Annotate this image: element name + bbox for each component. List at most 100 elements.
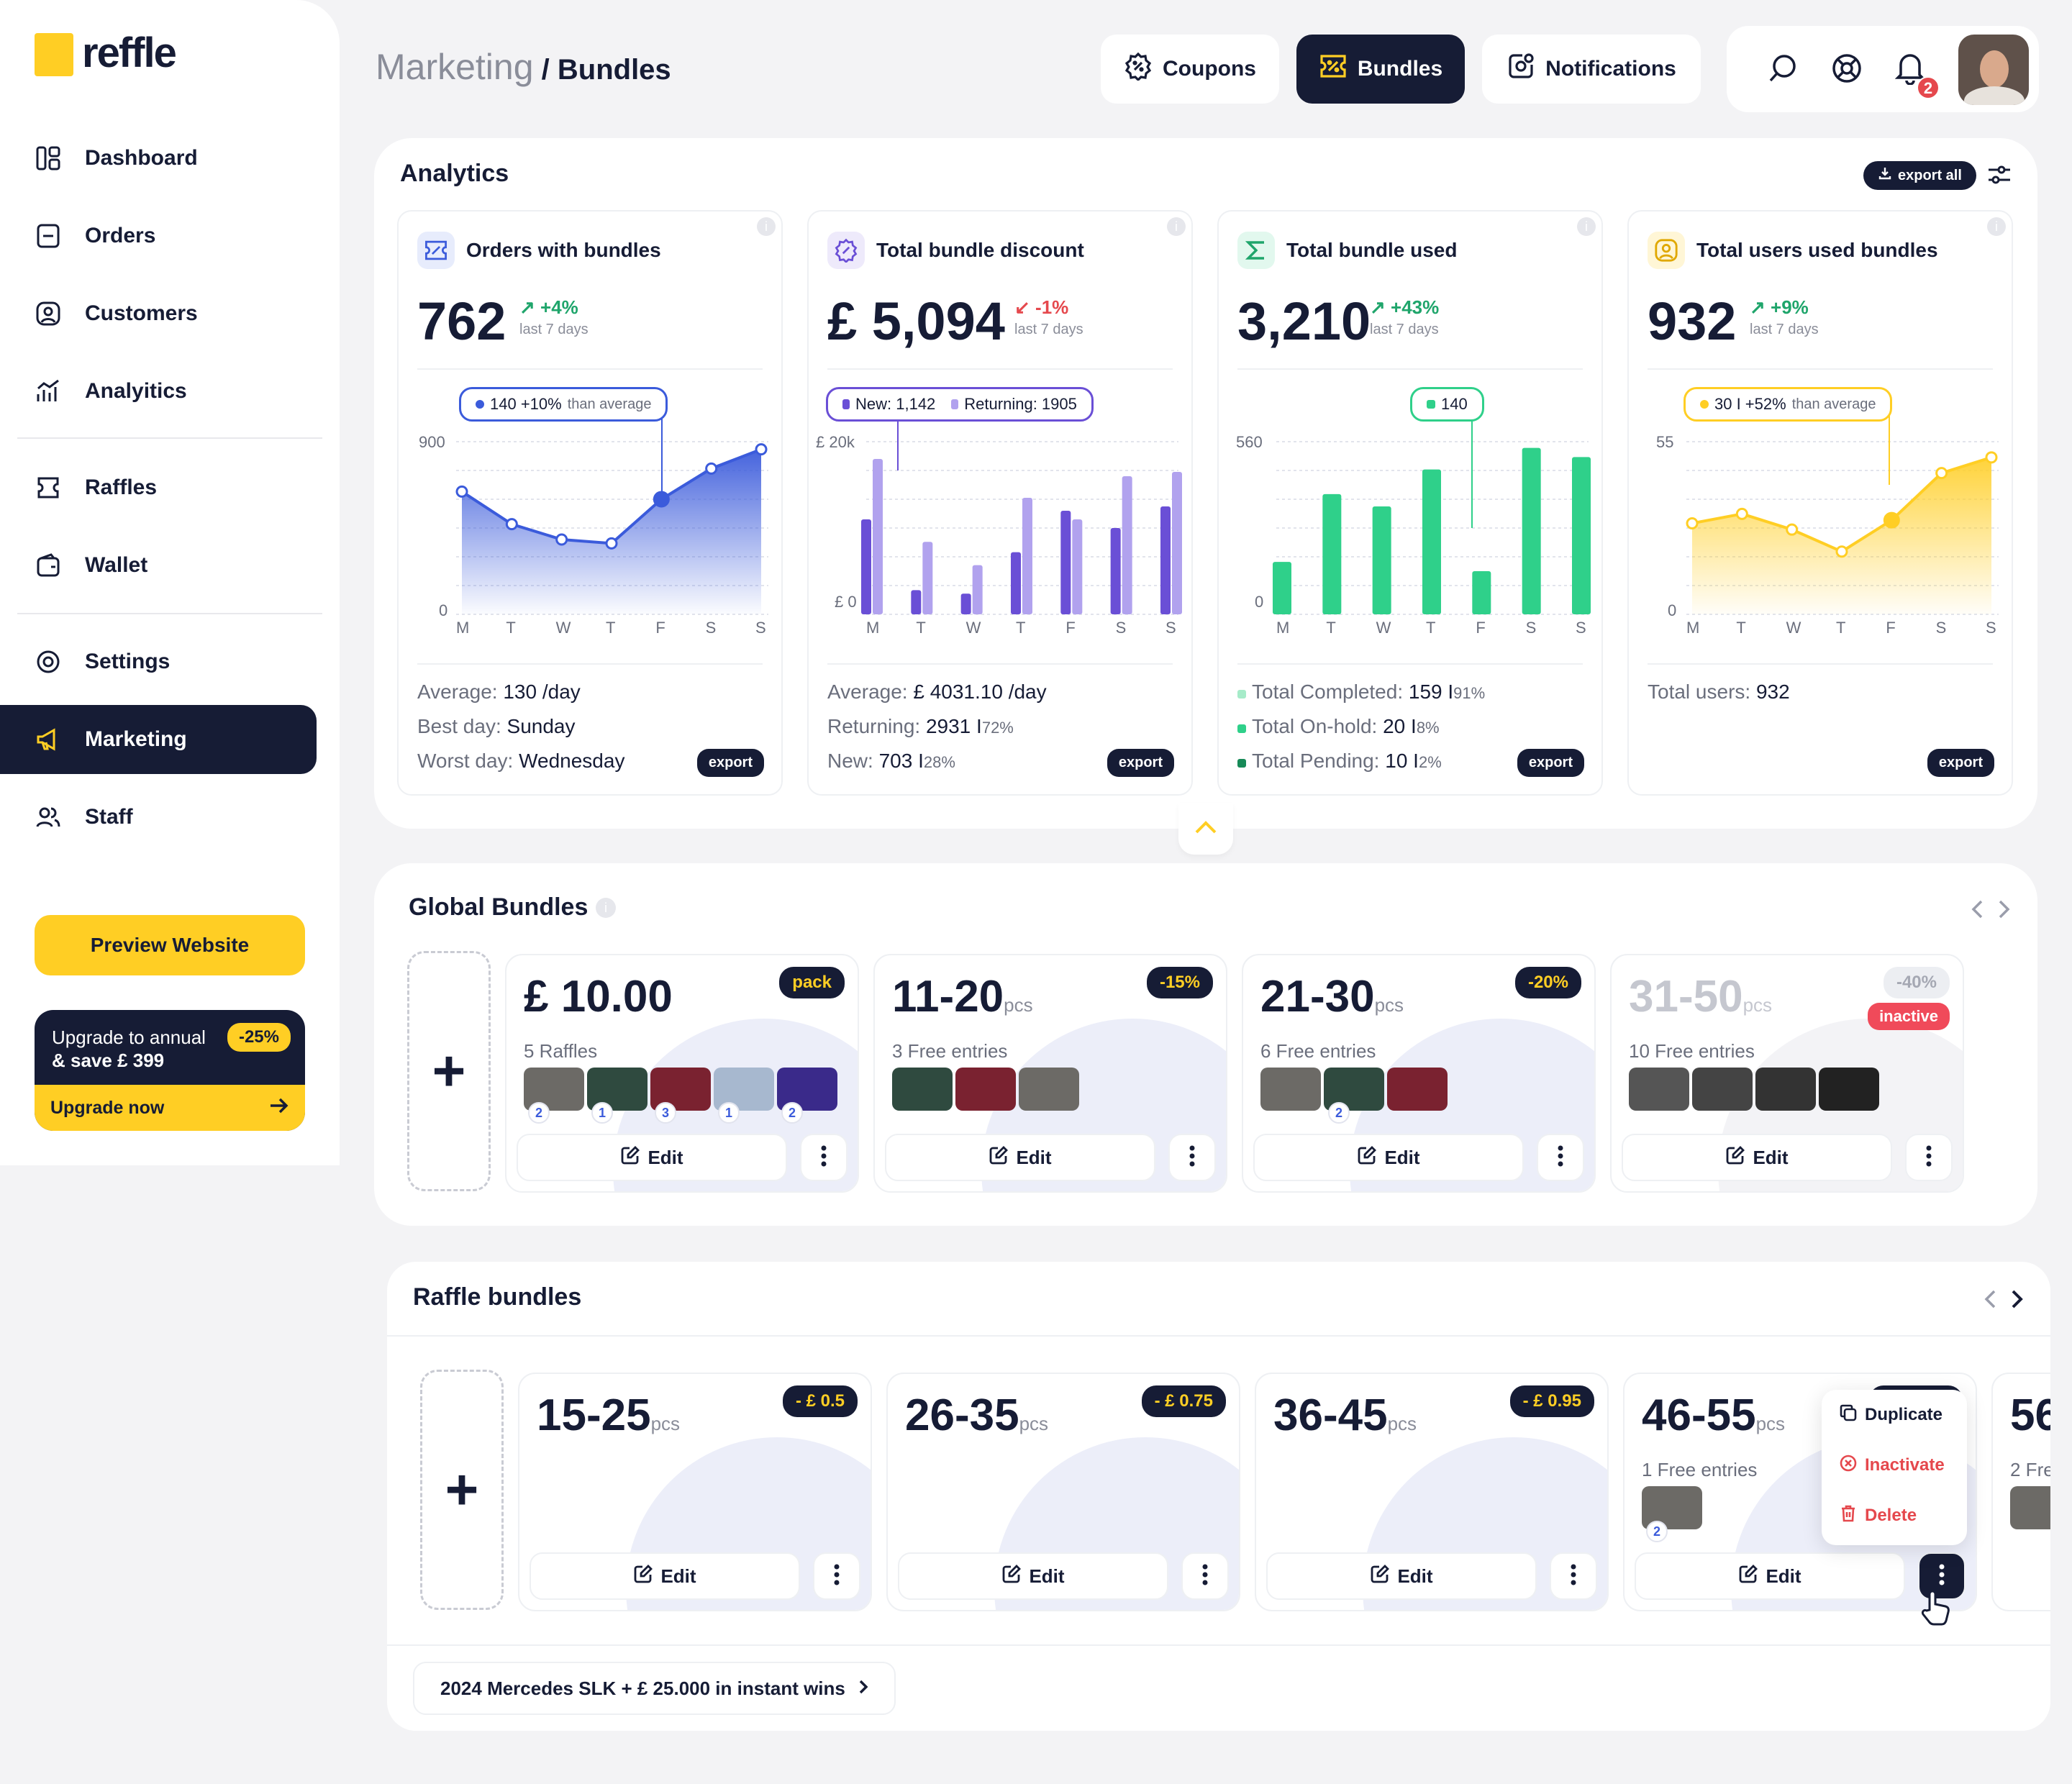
raffle-link-chip[interactable]: 2024 Mercedes SLK + £ 25.000 in instant … (413, 1662, 896, 1715)
edit-button[interactable]: Edit (898, 1552, 1168, 1600)
info-icon[interactable]: i (596, 898, 616, 918)
sidebar-item-label: Wallet (85, 553, 148, 577)
menu-item-label: Delete (1865, 1506, 1917, 1525)
data-point (653, 491, 670, 508)
tab-notifications[interactable]: Notifications (1482, 35, 1701, 104)
raffle-thumbnail[interactable] (1819, 1068, 1879, 1111)
tab-coupons[interactable]: Coupons (1101, 35, 1279, 104)
x-tick-label: M (1686, 619, 1700, 637)
search-icon[interactable] (1767, 52, 1800, 88)
export-all-button[interactable]: export all (1863, 161, 1976, 190)
edit-button[interactable]: Edit (885, 1134, 1155, 1181)
collapse-analytics-button[interactable] (1178, 803, 1233, 855)
raffle-thumbnail[interactable] (1755, 1068, 1816, 1111)
help-icon[interactable] (1830, 52, 1863, 88)
raffle-thumbnails: 2 1 3 1 2 (524, 1068, 837, 1124)
more-options-button[interactable] (1550, 1552, 1597, 1600)
x-tick-label: S (1576, 619, 1586, 637)
footer-best-day: Best day: Sunday (417, 715, 575, 738)
breadcrumb-parent[interactable]: Marketing (376, 47, 534, 87)
more-options-button-active[interactable] (1918, 1552, 1966, 1600)
menu-item-delete[interactable]: Delete (1822, 1491, 1967, 1541)
sidebar-item-raffles[interactable]: Raffles (0, 453, 340, 522)
export-button[interactable]: export (696, 749, 764, 777)
export-button[interactable]: export (1517, 749, 1584, 777)
menu-item-inactivate[interactable]: Inactivate (1822, 1440, 1967, 1491)
raffle-thumbnail[interactable]: 3 (650, 1068, 711, 1124)
footer-key: Total Pending: (1252, 750, 1380, 772)
sidebar-item-customers[interactable]: Customers (0, 279, 340, 348)
more-options-button[interactable] (1537, 1134, 1584, 1181)
chart-tooltip: 140 (1410, 387, 1484, 422)
avatar-face (1980, 50, 2009, 88)
more-options-button[interactable] (1168, 1134, 1216, 1181)
raffle-thumbnail[interactable]: 2 (1324, 1068, 1384, 1124)
preview-website-button[interactable]: Preview Website (35, 915, 305, 975)
bar (1422, 469, 1441, 614)
tab-bundles[interactable]: Bundles (1296, 35, 1465, 104)
chevron-right-icon[interactable] (2010, 1289, 2025, 1313)
footer-value: £ 4031.10 /day (913, 681, 1047, 703)
x-tick-label: W (1786, 619, 1801, 637)
sidebar-item-label: Staff (85, 805, 133, 829)
raffle-thumbnail[interactable] (955, 1068, 1016, 1111)
sidebar-item-dashboard[interactable]: Dashboard (0, 124, 340, 193)
raffle-thumbnail[interactable] (1692, 1068, 1753, 1111)
raffle-thumbnail[interactable] (1019, 1068, 1079, 1111)
info-icon[interactable]: i (757, 217, 776, 236)
upgrade-now-button[interactable]: Upgrade now (35, 1085, 305, 1131)
edit-button[interactable]: Edit (517, 1134, 787, 1181)
edit-button[interactable]: Edit (1253, 1134, 1524, 1181)
export-button[interactable]: export (1107, 749, 1174, 777)
bell-icon[interactable] (1894, 50, 1926, 88)
raffle-thumbnail[interactable]: 1 (587, 1068, 648, 1124)
add-raffle-bundle-button[interactable]: + (420, 1370, 504, 1610)
info-icon[interactable]: i (1167, 217, 1186, 236)
info-icon[interactable]: i (1577, 217, 1596, 236)
raffle-thumbnail[interactable] (1629, 1068, 1689, 1111)
sidebar-item-settings[interactable]: Settings (0, 627, 340, 696)
menu-item-duplicate[interactable]: Duplicate (1822, 1390, 1967, 1440)
raffle-thumbnail[interactable]: 2 (1642, 1486, 1702, 1542)
raffle-thumbnail[interactable]: 2 (524, 1068, 584, 1124)
plus-icon: + (432, 1039, 466, 1103)
sidebar-item-wallet[interactable]: Wallet (0, 531, 340, 600)
raffle-thumbnail[interactable] (892, 1068, 953, 1111)
raffle-thumbnail[interactable]: 1 (714, 1068, 774, 1124)
footer-on-hold: Total On-hold: 20 I8% (1237, 715, 1440, 738)
avatar[interactable] (1958, 35, 2029, 105)
sidebar-item-analytics[interactable]: Analyitics (0, 357, 340, 426)
edit-button[interactable]: Edit (1622, 1134, 1892, 1181)
edit-button[interactable]: Edit (1635, 1552, 1905, 1600)
chevron-left-icon[interactable] (1970, 899, 1984, 923)
more-options-button[interactable] (1905, 1134, 1953, 1181)
users-area-chart (1686, 414, 1999, 615)
add-global-bundle-button[interactable]: + (407, 951, 491, 1191)
raffle-thumbnail[interactable] (1387, 1068, 1448, 1111)
raffle-thumbnail[interactable]: 2 (777, 1068, 837, 1124)
chevron-left-icon[interactable] (1983, 1289, 1997, 1313)
data-point (1985, 451, 1998, 464)
sidebar-item-orders[interactable]: Orders (0, 201, 340, 270)
brand-logo[interactable]: reffle (82, 29, 177, 76)
stat-title: Orders with bundles (466, 239, 661, 261)
filter-settings-icon[interactable] (1987, 164, 2012, 189)
edit-label: Edit (648, 1146, 683, 1168)
edit-button[interactable]: Edit (1266, 1552, 1537, 1600)
raffle-bundle-card: 26-35pcs - £ 0.75 Edit (886, 1373, 1240, 1611)
sidebar-item-marketing[interactable]: Marketing (0, 705, 317, 774)
raffle-thumbnail[interactable] (1260, 1068, 1321, 1111)
status-badge-inactive: inactive (1868, 1003, 1950, 1030)
stat-card-users: i Total users used bundles 932 ↗ +9% last… (1627, 210, 2013, 796)
more-options-button[interactable] (813, 1552, 860, 1600)
stat-separator (827, 368, 1173, 370)
more-options-button[interactable] (1181, 1552, 1229, 1600)
export-button[interactable]: export (1927, 749, 1994, 777)
footer-key: Average: (417, 681, 498, 703)
more-options-button[interactable] (800, 1134, 848, 1181)
chevron-right-icon[interactable] (1997, 899, 2012, 923)
info-icon[interactable]: i (1987, 217, 2006, 236)
edit-button[interactable]: Edit (530, 1552, 800, 1600)
sidebar-item-staff[interactable]: Staff (0, 783, 340, 852)
data-point (1735, 507, 1748, 520)
